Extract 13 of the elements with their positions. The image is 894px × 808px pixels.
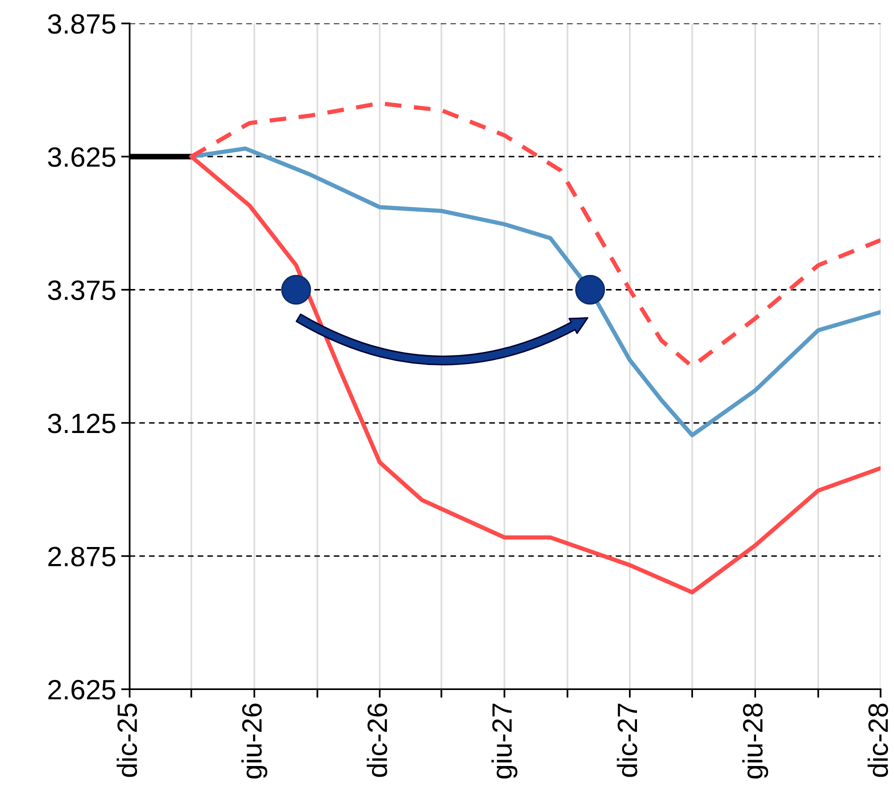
x-tick-label: giu-28 <box>742 704 768 778</box>
y-tick-label: 3.625 <box>48 147 116 167</box>
y-tick-label: 2.875 <box>48 546 116 566</box>
x-tick-label: dic-26 <box>366 704 388 777</box>
x-tick-label: dic-28 <box>868 704 888 777</box>
x-tick-label: giu-26 <box>241 704 268 778</box>
y-tick-label: 3.375 <box>48 280 116 300</box>
y-tick-label: 3.875 <box>48 14 116 34</box>
y-tick-label: 2.625 <box>48 680 116 700</box>
x-tick-label: dic-25 <box>116 704 138 777</box>
x-tick-label: giu-27 <box>491 704 518 778</box>
y-tick-label: 3.125 <box>48 414 116 434</box>
x-tick-label: dic-27 <box>616 704 638 777</box>
